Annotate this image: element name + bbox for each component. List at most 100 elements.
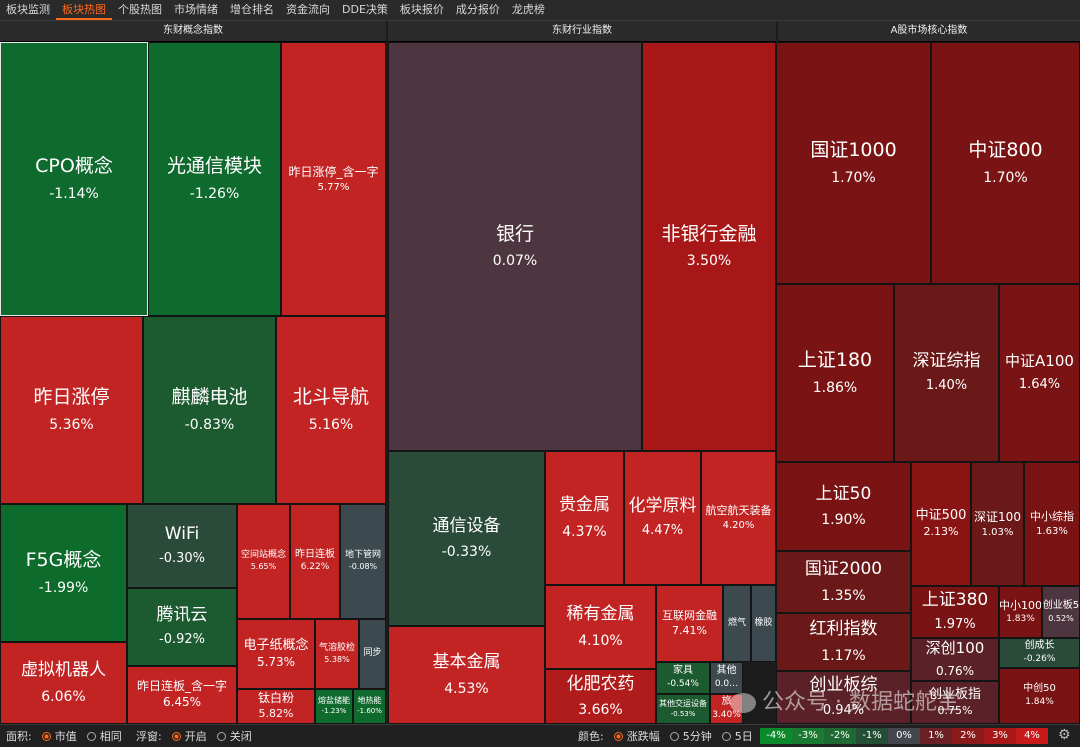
- heatmap-tile[interactable]: F5G概念 -1.99%: [0, 504, 127, 642]
- heatmap-tile[interactable]: 昨日连板_含一字 6.45%: [127, 666, 237, 724]
- heatmap-tile[interactable]: 深证综指 1.40%: [894, 284, 999, 462]
- heatmap-tile[interactable]: 电子纸概念 5.73%: [237, 619, 315, 689]
- tile-change-pct: 5.16%: [308, 416, 354, 433]
- tile-name: 国证2000: [804, 559, 883, 580]
- tile-change-pct: 5.77%: [317, 181, 350, 193]
- heatmap-tile[interactable]: 深证100 1.03%: [971, 462, 1024, 586]
- heatmap-tile[interactable]: 橡胶: [751, 585, 776, 662]
- heatmap-tile[interactable]: 银行 0.07%: [388, 42, 642, 451]
- tab-bar: 板块监测 板块热图 个股热图 市场情绪 增仓排名 资金流向 DDE决策 板块报价 成分报价 龙虎榜: [0, 0, 1080, 21]
- heatmap-tile[interactable]: 化学原料 4.47%: [624, 451, 701, 585]
- heatmap-tile[interactable]: 非银行金融 3.50%: [642, 42, 776, 451]
- heatmap-tile[interactable]: 航空航天装备 4.20%: [701, 451, 776, 585]
- color-radio-change[interactable]: [613, 731, 623, 741]
- heatmap-tile[interactable]: 昨日连板 6.22%: [290, 504, 340, 619]
- tile-change-pct: 5.38%: [324, 654, 350, 664]
- heatmap-tile[interactable]: 地下管网 -0.08%: [340, 504, 386, 619]
- heatmap-tile[interactable]: 虚拟机器人 6.06%: [0, 642, 127, 724]
- heatmap-tile[interactable]: 创业板综 0.94%: [776, 671, 911, 724]
- heatmap-tile[interactable]: 上证380 1.97%: [911, 586, 999, 638]
- heatmap-tile[interactable]: 国证1000 1.70%: [776, 42, 931, 284]
- tile-change-pct: 5.65%: [250, 562, 277, 572]
- heatmap-tile[interactable]: 熔盐储能 -1.23%: [315, 689, 353, 724]
- tile-name: 国证1000: [810, 139, 897, 162]
- tile-name: 空间站概念: [240, 550, 286, 561]
- tile-name: 通信设备: [432, 515, 501, 536]
- heatmap-tile[interactable]: 北斗导航 5.16%: [276, 316, 386, 504]
- heatmap-tile[interactable]: 麒麟电池 -0.83%: [143, 316, 276, 504]
- heatmap-tile[interactable]: CPO概念 -1.14%: [0, 42, 148, 316]
- heatmap-tile[interactable]: 气溶胶检 5.38%: [315, 619, 359, 689]
- heatmap-tile[interactable]: 中小100 1.83%: [999, 586, 1042, 638]
- color-radio-5day[interactable]: [721, 731, 731, 741]
- float-option-on[interactable]: 开启: [184, 730, 207, 743]
- area-option-equal[interactable]: 相同: [99, 730, 122, 743]
- area-radio-market-cap[interactable]: [41, 731, 51, 741]
- heatmap-tile[interactable]: 国证2000 1.35%: [776, 551, 911, 613]
- heatmap-tile[interactable]: 钛白粉 5.82%: [237, 689, 315, 724]
- heatmap-tile[interactable]: 基本金属 4.53%: [388, 626, 545, 724]
- heatmap-tile[interactable]: 地热能 -1.60%: [353, 689, 386, 724]
- float-radio-off[interactable]: [216, 731, 226, 741]
- tile-change-pct: -0.08%: [348, 562, 378, 572]
- tile-name: 昨日涨停_含一字: [288, 164, 379, 179]
- heatmap-tile[interactable]: 同步: [359, 619, 386, 689]
- tab-4[interactable]: 增仓排名: [230, 3, 274, 16]
- heatmap-tile[interactable]: 化肥农药 3.66%: [545, 669, 656, 724]
- heatmap-tile[interactable]: 上证50 1.90%: [776, 462, 911, 551]
- heatmap-tile[interactable]: 中创50 1.84%: [999, 668, 1080, 724]
- heatmap-tile[interactable]: 家具 -0.54%: [656, 662, 710, 694]
- heatmap-tile[interactable]: 其他交运设备 -0.53%: [656, 694, 710, 724]
- tile-name: 其他交运设备: [659, 698, 707, 708]
- area-radio-equal[interactable]: [86, 731, 96, 741]
- heatmap-tile[interactable]: 上证180 1.86%: [776, 284, 894, 462]
- heatmap-tile[interactable]: 深创100 0.76%: [911, 638, 999, 681]
- heatmap-tile[interactable]: 创业板指 0.75%: [911, 681, 999, 724]
- heatmap-tile[interactable]: 创业板5 0.52%: [1042, 586, 1080, 638]
- tab-7[interactable]: 板块报价: [399, 3, 444, 16]
- heatmap-tile[interactable]: 中证800 1.70%: [931, 42, 1080, 284]
- heatmap-tile[interactable]: 创成长 -0.26%: [999, 638, 1080, 668]
- tab-9[interactable]: 龙虎榜: [511, 3, 545, 16]
- heatmap-tile[interactable]: 红利指数 1.17%: [776, 613, 911, 671]
- float-radio-on[interactable]: [171, 731, 181, 741]
- gear-icon[interactable]: ⚙: [1058, 727, 1071, 743]
- color-radio-5min[interactable]: [669, 731, 679, 741]
- heatmap-tile[interactable]: 燃气: [723, 585, 751, 662]
- tab-6[interactable]: DDE决策: [342, 3, 388, 16]
- heatmap-tile[interactable]: 腾讯云 -0.92%: [127, 588, 237, 666]
- heatmap-tile[interactable]: 中证A100 1.64%: [999, 284, 1080, 462]
- tile-name: 化学原料: [628, 495, 697, 516]
- heatmap-tile[interactable]: 贵金属 4.37%: [545, 451, 624, 585]
- area-option-market-cap[interactable]: 市值: [54, 730, 77, 743]
- heatmap-tile[interactable]: WiFi -0.30%: [127, 504, 237, 588]
- tab-2[interactable]: 个股热图: [118, 3, 162, 16]
- heatmap-tile[interactable]: 互联网金融 7.41%: [656, 585, 723, 662]
- tile-name: 创业板指: [928, 686, 981, 702]
- color-option-5min[interactable]: 5分钟: [682, 730, 712, 743]
- tab-3[interactable]: 市场情绪: [174, 3, 218, 16]
- heatmap-tile[interactable]: 昨日涨停_含一字 5.77%: [281, 42, 386, 316]
- tile-name: 昨日连板: [295, 548, 335, 560]
- tile-name: 光通信模块: [166, 155, 262, 178]
- heatmap-tile[interactable]: 通信设备 -0.33%: [388, 451, 545, 626]
- tab-5[interactable]: 资金流向: [286, 3, 330, 16]
- tile-name: 上证380: [921, 589, 989, 610]
- tab-0[interactable]: 板块监测: [6, 3, 50, 16]
- color-option-5day[interactable]: 5日: [734, 730, 753, 743]
- heatmap-tile[interactable]: 其他 0.0…: [710, 662, 743, 694]
- heatmap-tile[interactable]: 中证500 2.13%: [911, 462, 971, 586]
- tab-8[interactable]: 成分报价: [455, 3, 500, 16]
- heatmap-tile[interactable]: 空间站概念 5.65%: [237, 504, 290, 619]
- heatmap-tile[interactable]: 旅 3.40%: [710, 694, 743, 724]
- heatmap-tile[interactable]: 稀有金属 4.10%: [545, 585, 656, 669]
- wechat-icon: [730, 693, 756, 713]
- tile-change-pct: 6.22%: [300, 562, 330, 573]
- tile-name: 银行: [495, 222, 534, 245]
- heatmap-tile[interactable]: 昨日涨停 5.36%: [0, 316, 143, 504]
- heatmap-tile[interactable]: 光通信模块 -1.26%: [148, 42, 281, 316]
- color-option-change[interactable]: 涨跌幅: [626, 730, 660, 743]
- float-option-off[interactable]: 关闭: [229, 730, 252, 743]
- heatmap-tile[interactable]: 中小综指 1.63%: [1024, 462, 1080, 586]
- tab-1[interactable]: 板块热图: [56, 0, 112, 20]
